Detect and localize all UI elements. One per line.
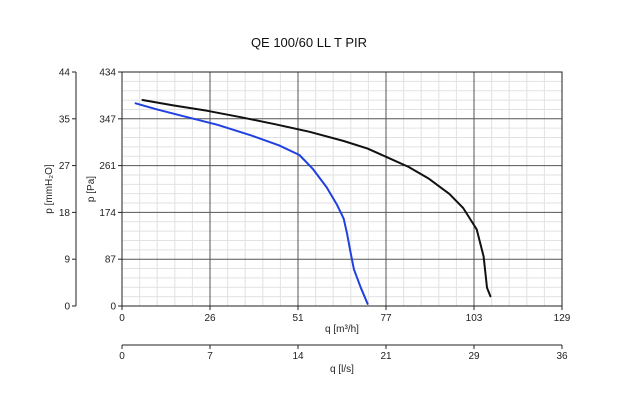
chart-title: QE 100/60 LL T PIR	[251, 35, 367, 50]
y-tick-label-pa: 87	[105, 255, 117, 266]
y-tick-label-mmh2o: 0	[64, 302, 70, 313]
x-tick-label-m3h: 77	[380, 313, 392, 324]
y-tick-label-mmh2o: 9	[64, 255, 70, 266]
x-tick-label-m3h: 0	[119, 313, 125, 324]
y-tick-label-pa: 261	[99, 161, 116, 172]
x-tick-label-m3h: 129	[554, 313, 571, 324]
series-line-1	[141, 99, 492, 298]
y-axis-label-pa: p [Pa]	[86, 176, 97, 202]
x-tick-label-ls: 14	[292, 351, 304, 362]
y-tick-label-pa: 434	[99, 68, 116, 79]
x-tick-label-m3h: 51	[292, 313, 304, 324]
y-tick-label-mmh2o: 44	[59, 68, 71, 79]
y-tick-label-pa: 0	[110, 302, 116, 313]
major-grid	[122, 72, 562, 306]
x-tick-label-m3h: 103	[466, 313, 483, 324]
y-tick-label-pa: 174	[99, 208, 116, 219]
minor-grid	[122, 72, 562, 306]
x-axis-m3h: 0 26 51 77 103 129	[119, 306, 571, 324]
x-tick-label-m3h: 26	[204, 313, 216, 324]
y-tick-label-pa: 347	[99, 114, 116, 125]
x-tick-label-ls: 29	[468, 351, 480, 362]
series-line-2	[134, 102, 369, 305]
x-tick-label-ls: 36	[556, 351, 568, 362]
x-axis-ls: 0 7 14 21 29 36	[119, 344, 568, 362]
x-tick-label-ls: 7	[207, 351, 213, 362]
x-tick-label-ls: 0	[119, 351, 125, 362]
plot-frame	[121, 71, 563, 307]
x-axis-label-m3h: q [m³/h]	[325, 324, 359, 335]
x-axis-label-ls: q [l/s]	[330, 364, 354, 375]
curves	[134, 99, 492, 305]
y-tick-label-mmh2o: 35	[59, 114, 71, 125]
y-axis-label-mmh2o: p [mmH₂O]	[44, 164, 55, 214]
x-tick-label-ls: 21	[380, 351, 392, 362]
y-axis-mmh2o: 0 9 18 27 35 44	[59, 68, 77, 313]
y-axis-pa: 0 87 174 261 347 434	[99, 68, 122, 313]
y-tick-label-mmh2o: 18	[59, 208, 71, 219]
y-tick-label-mmh2o: 27	[59, 161, 71, 172]
